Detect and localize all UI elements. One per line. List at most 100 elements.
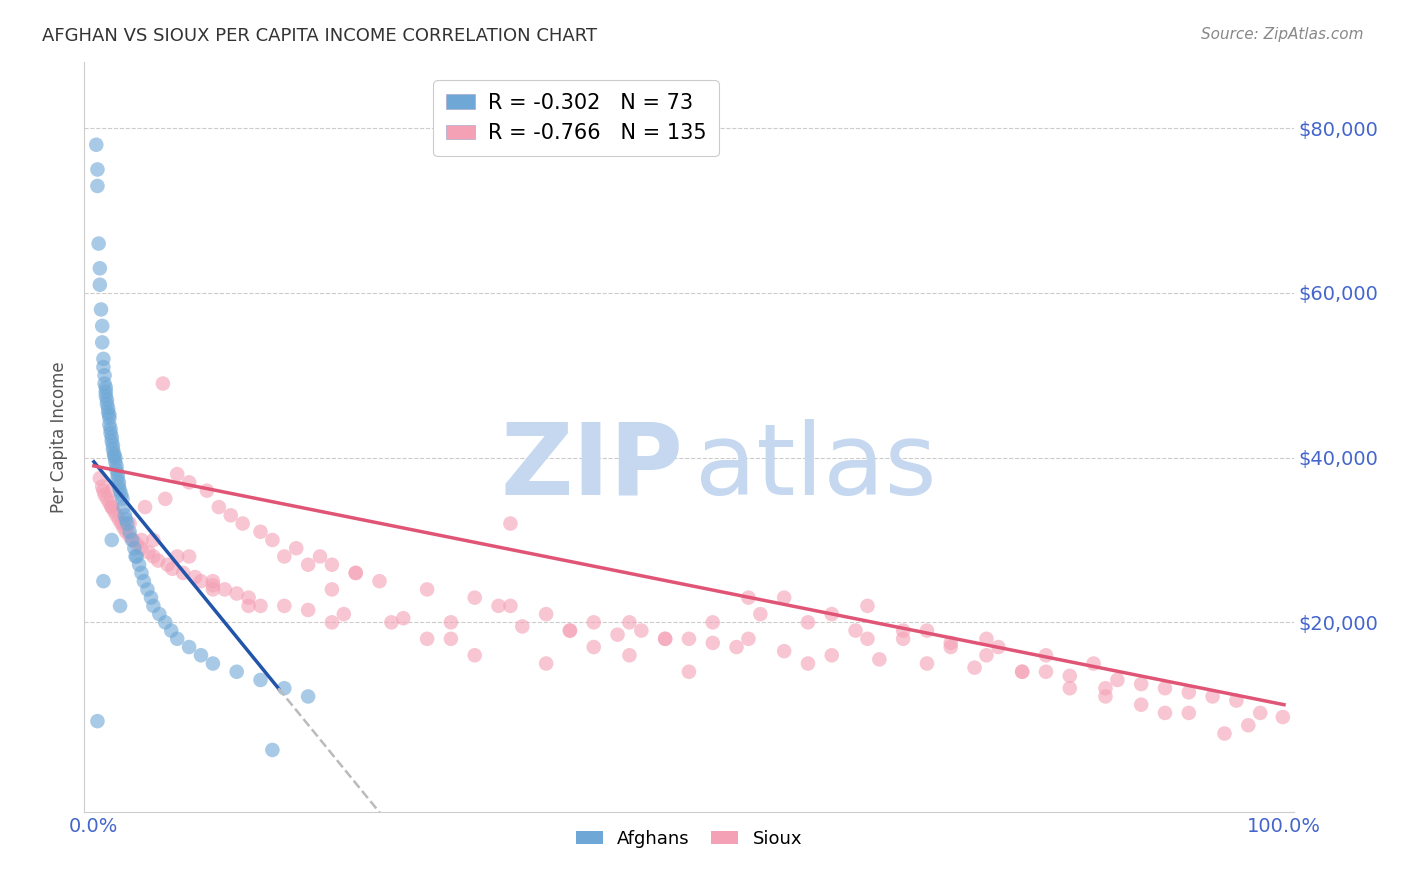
- Legend: Afghans, Sioux: Afghans, Sioux: [568, 822, 810, 855]
- Point: [821, 607, 844, 621]
- Point: [1094, 681, 1116, 696]
- Point: [136, 582, 159, 597]
- Text: atlas: atlas: [695, 418, 936, 516]
- Point: [488, 599, 510, 613]
- Point: [297, 603, 319, 617]
- Point: [177, 549, 200, 564]
- Point: [104, 450, 127, 465]
- Point: [464, 591, 486, 605]
- Point: [115, 524, 138, 539]
- Point: [91, 318, 114, 333]
- Point: [321, 582, 343, 597]
- Point: [1130, 677, 1153, 691]
- Point: [1237, 718, 1260, 732]
- Point: [104, 455, 127, 469]
- Point: [93, 574, 115, 589]
- Point: [1011, 665, 1033, 679]
- Point: [124, 549, 146, 564]
- Point: [90, 302, 112, 317]
- Point: [142, 599, 165, 613]
- Point: [105, 508, 128, 523]
- Point: [499, 516, 522, 531]
- Point: [172, 566, 194, 580]
- Point: [416, 632, 439, 646]
- Point: [821, 648, 844, 663]
- Point: [160, 624, 183, 638]
- Point: [1154, 706, 1177, 720]
- Point: [111, 491, 134, 506]
- Point: [93, 360, 115, 375]
- Point: [131, 533, 153, 547]
- Point: [100, 422, 122, 436]
- Point: [86, 178, 108, 193]
- Point: [93, 351, 115, 366]
- Point: [232, 516, 254, 531]
- Point: [87, 236, 110, 251]
- Point: [1059, 669, 1081, 683]
- Point: [976, 632, 998, 646]
- Point: [976, 648, 998, 663]
- Point: [201, 657, 224, 671]
- Point: [112, 500, 135, 514]
- Point: [619, 648, 641, 663]
- Point: [219, 508, 242, 523]
- Point: [939, 640, 962, 654]
- Point: [606, 628, 628, 642]
- Point: [737, 632, 759, 646]
- Point: [131, 566, 153, 580]
- Point: [1011, 665, 1033, 679]
- Point: [344, 566, 367, 580]
- Point: [96, 491, 118, 506]
- Point: [856, 599, 879, 613]
- Point: [139, 591, 162, 605]
- Point: [208, 500, 231, 514]
- Point: [177, 640, 200, 654]
- Point: [249, 673, 271, 687]
- Point: [1178, 685, 1201, 699]
- Point: [97, 405, 120, 419]
- Point: [238, 599, 260, 613]
- Point: [86, 714, 108, 728]
- Point: [856, 632, 879, 646]
- Point: [558, 624, 581, 638]
- Point: [105, 463, 128, 477]
- Point: [201, 578, 224, 592]
- Point: [108, 483, 131, 498]
- Point: [118, 529, 141, 543]
- Point: [1271, 710, 1294, 724]
- Point: [108, 475, 131, 490]
- Point: [380, 615, 402, 630]
- Point: [1035, 648, 1057, 663]
- Point: [184, 570, 207, 584]
- Point: [678, 665, 700, 679]
- Point: [1201, 690, 1223, 704]
- Y-axis label: Per Capita Income: Per Capita Income: [51, 361, 69, 513]
- Point: [344, 566, 367, 580]
- Point: [464, 648, 486, 663]
- Text: Source: ZipAtlas.com: Source: ZipAtlas.com: [1201, 27, 1364, 42]
- Point: [89, 277, 111, 292]
- Point: [534, 607, 557, 621]
- Point: [125, 537, 148, 551]
- Point: [845, 624, 868, 638]
- Point: [108, 512, 131, 526]
- Point: [534, 657, 557, 671]
- Point: [440, 632, 463, 646]
- Point: [321, 558, 343, 572]
- Point: [132, 574, 155, 589]
- Point: [155, 615, 177, 630]
- Point: [915, 624, 938, 638]
- Point: [103, 504, 125, 518]
- Point: [128, 558, 150, 572]
- Point: [797, 657, 820, 671]
- Point: [177, 475, 200, 490]
- Point: [162, 562, 184, 576]
- Point: [142, 549, 165, 564]
- Point: [155, 491, 177, 506]
- Text: AFGHAN VS SIOUX PER CAPITA INCOME CORRELATION CHART: AFGHAN VS SIOUX PER CAPITA INCOME CORREL…: [42, 27, 598, 45]
- Point: [499, 599, 522, 613]
- Point: [773, 591, 796, 605]
- Point: [152, 376, 174, 391]
- Point: [101, 442, 124, 457]
- Point: [124, 541, 146, 556]
